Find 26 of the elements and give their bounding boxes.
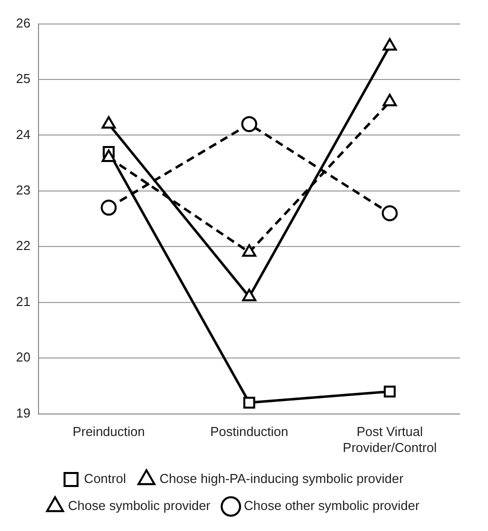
y-tick-label: 23 bbox=[16, 182, 30, 198]
point bbox=[243, 396, 256, 409]
legend-label: Chose symbolic provider bbox=[68, 498, 212, 514]
point bbox=[382, 38, 397, 51]
y-tick-label: 26 bbox=[16, 15, 30, 30]
y-tick-label: 22 bbox=[16, 238, 30, 254]
point bbox=[102, 116, 116, 129]
y-tick-label: 21 bbox=[16, 294, 30, 309]
x-tick-label: Post Virtual Provider/Control bbox=[342, 424, 437, 455]
y-tick-label: 19 bbox=[16, 405, 30, 420]
point bbox=[382, 205, 398, 222]
x-tick-label: Postinduction bbox=[210, 424, 288, 440]
x-tick-label: Preinduction bbox=[72, 424, 145, 440]
point bbox=[384, 386, 396, 398]
point bbox=[241, 116, 258, 132]
point bbox=[242, 244, 256, 257]
point bbox=[102, 150, 116, 162]
y-tick-label: 24 bbox=[16, 126, 30, 142]
legend-label: Chose other symbolic provider bbox=[244, 498, 420, 514]
legend-label: Chose high-PA-inducing symbolic provider bbox=[159, 471, 404, 486]
point bbox=[100, 200, 117, 216]
point bbox=[382, 94, 397, 106]
legend-label: Control bbox=[84, 471, 126, 486]
y-tick-label: 20 bbox=[16, 350, 30, 365]
y-tick-label: 25 bbox=[16, 71, 30, 86]
point bbox=[242, 288, 256, 302]
